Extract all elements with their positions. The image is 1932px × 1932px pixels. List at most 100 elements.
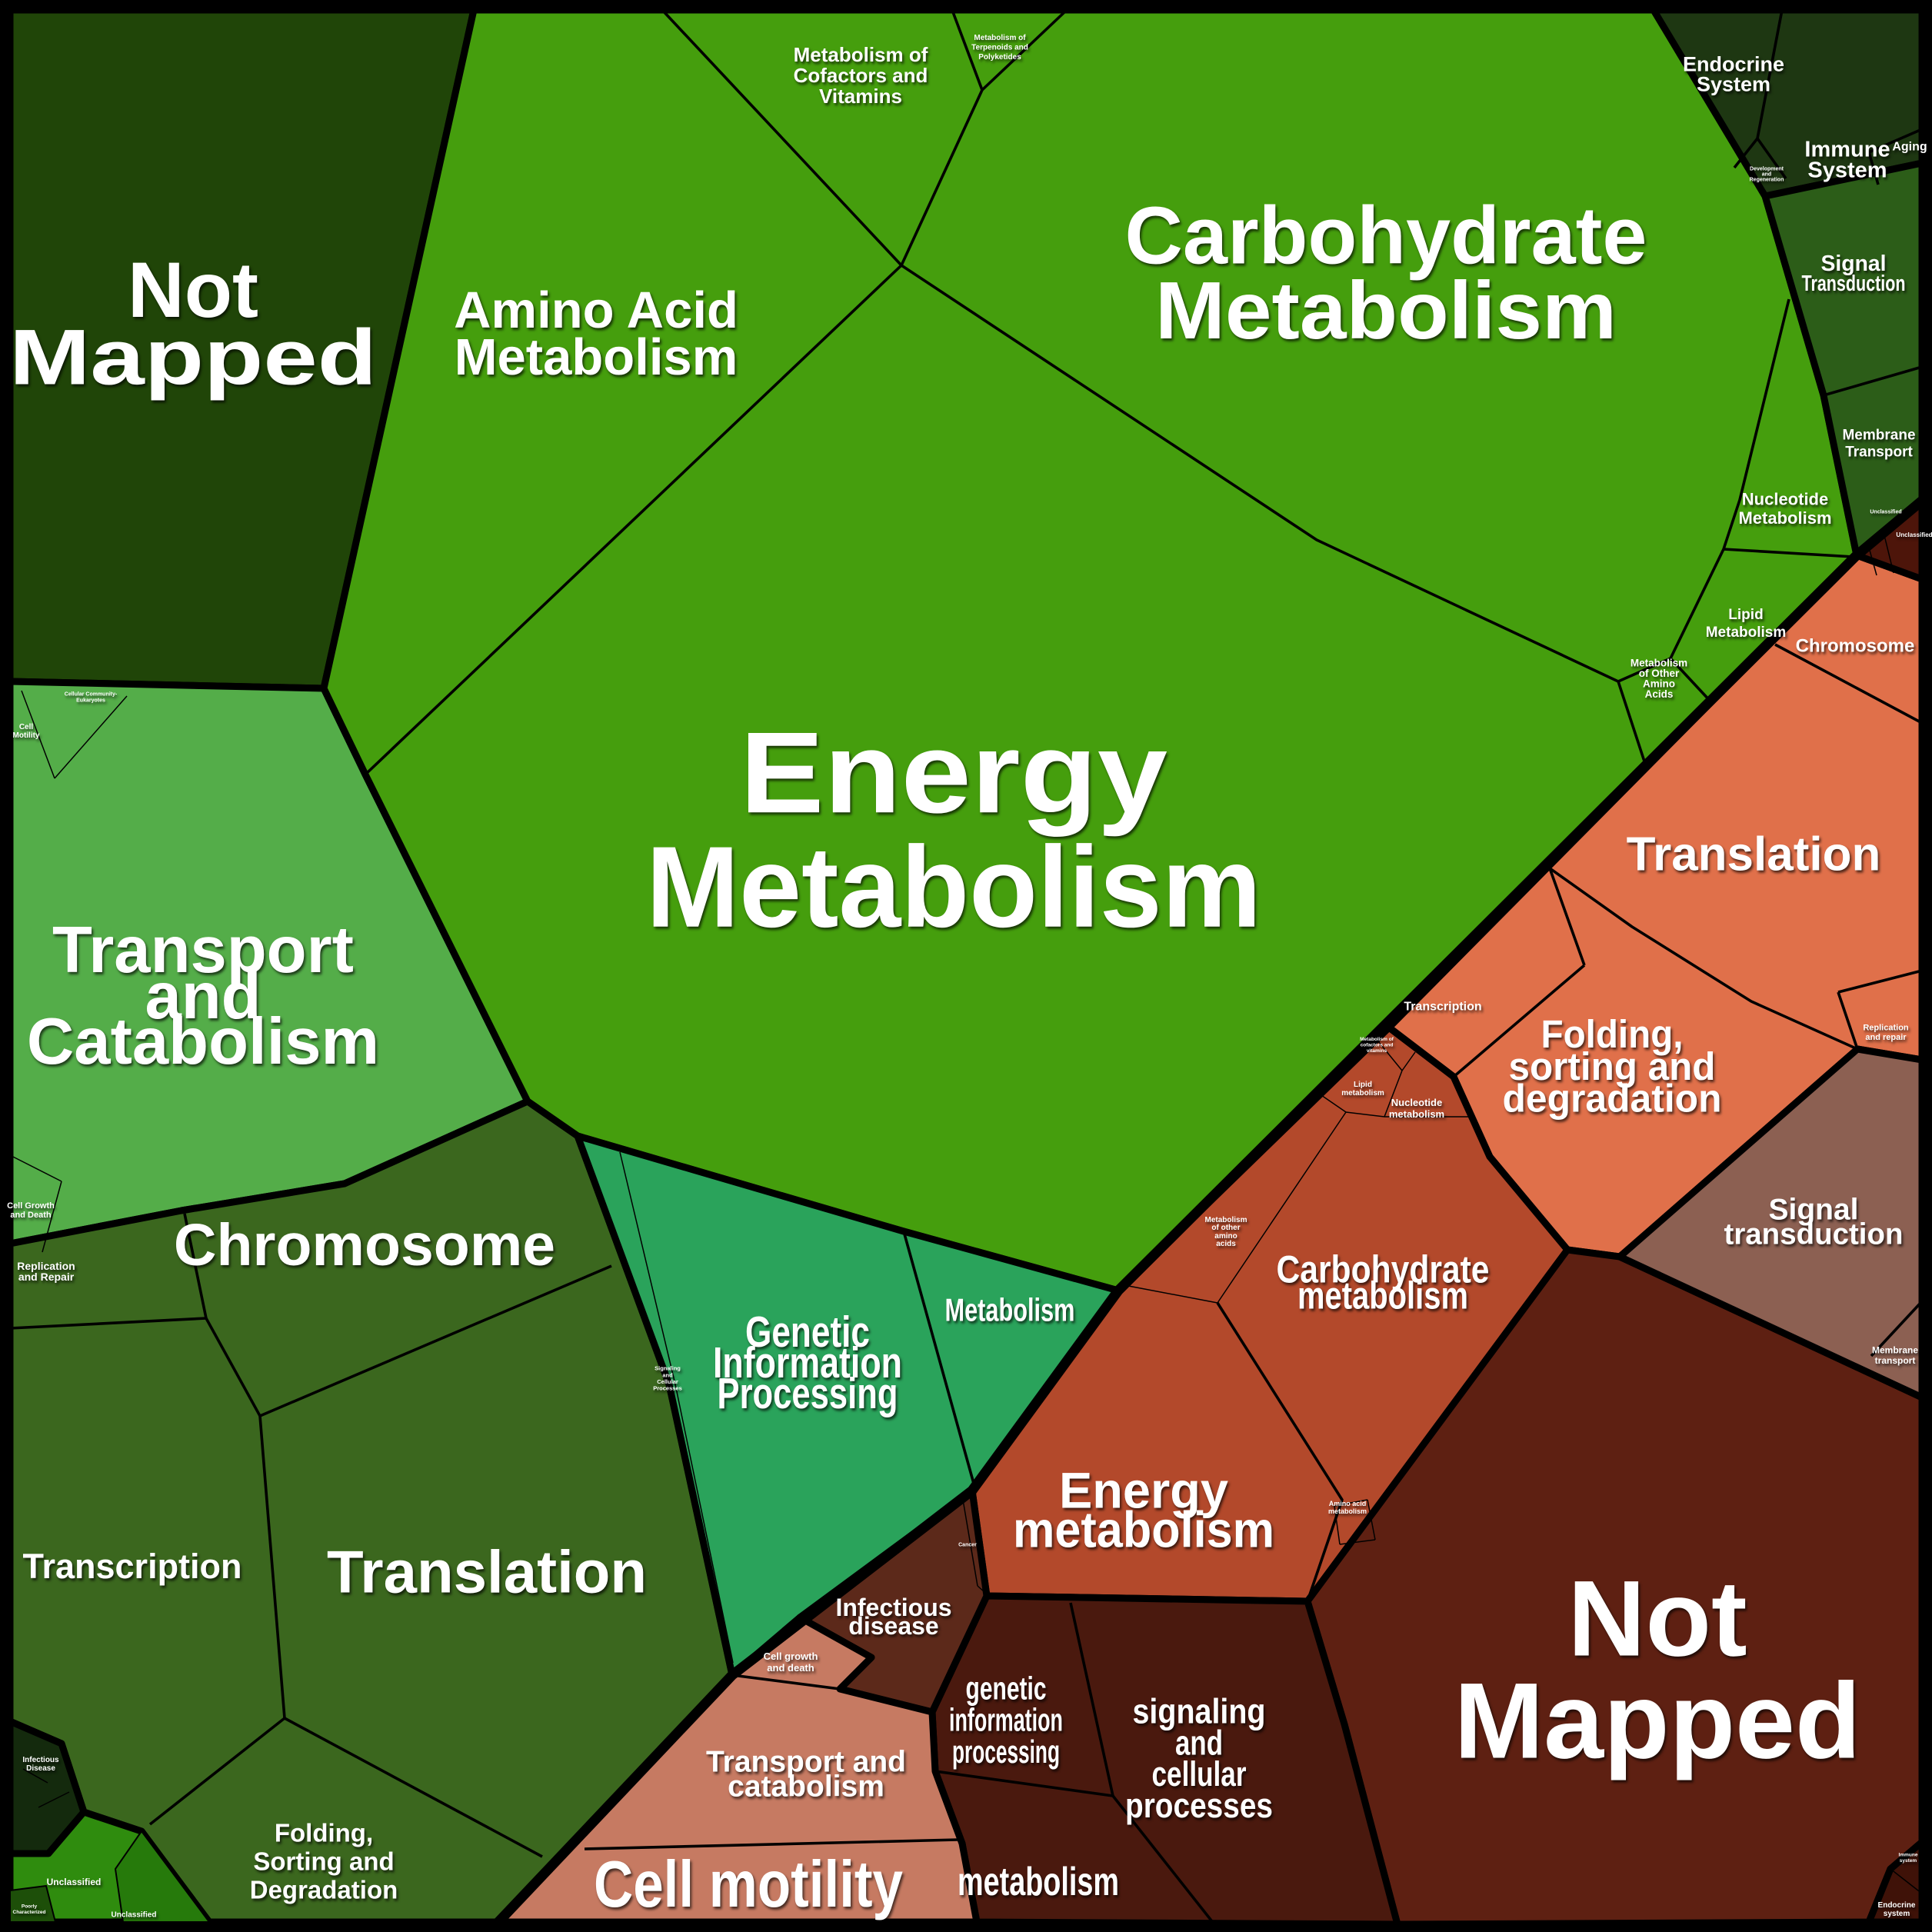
svg-text:Lipid: Lipid (1728, 607, 1763, 623)
svg-text:Metabolism of: Metabolism of (1360, 1037, 1394, 1042)
svg-text:Signal: Signal (1768, 1194, 1858, 1227)
svg-text:Cofactors and: Cofactors and (794, 64, 928, 87)
svg-text:of other: of other (1211, 1224, 1240, 1232)
svg-text:Replication: Replication (1863, 1024, 1909, 1033)
svg-text:Transport: Transport (1845, 445, 1913, 461)
svg-text:Membrane: Membrane (1872, 1344, 1918, 1355)
svg-text:system: system (1884, 1910, 1910, 1918)
svg-text:amino: amino (1214, 1232, 1237, 1241)
svg-text:transduction: transduction (1724, 1218, 1904, 1251)
svg-text:Characterized: Characterized (13, 1910, 46, 1915)
svg-text:and Death: and Death (10, 1211, 51, 1220)
svg-text:metabolism: metabolism (1013, 1501, 1274, 1558)
svg-text:Cell: Cell (19, 723, 34, 731)
svg-text:Chromosome: Chromosome (174, 1212, 555, 1278)
svg-text:Amino Acid: Amino Acid (454, 281, 738, 339)
svg-text:Membrane: Membrane (1842, 428, 1915, 444)
svg-text:Signaling: Signaling (655, 1365, 681, 1372)
svg-text:Mapped: Mapped (9, 314, 377, 401)
svg-text:Metabolism: Metabolism (1738, 508, 1831, 528)
svg-text:Terpenoids and: Terpenoids and (971, 44, 1028, 52)
svg-text:Metabolism: Metabolism (1204, 1216, 1247, 1224)
svg-text:degradation: degradation (1503, 1077, 1722, 1121)
svg-text:signaling: signaling (1133, 1691, 1266, 1730)
svg-text:Acids: Acids (1645, 688, 1674, 700)
svg-text:cofactors and: cofactors and (1361, 1042, 1394, 1048)
svg-text:Nucleotide: Nucleotide (1391, 1097, 1442, 1108)
svg-text:and: and (1762, 172, 1771, 177)
svg-text:Polyketides: Polyketides (978, 53, 1021, 62)
svg-text:vitamins: vitamins (1367, 1048, 1387, 1054)
svg-text:Mapped: Mapped (1454, 1661, 1861, 1781)
svg-text:catabolism: catabolism (728, 1770, 884, 1804)
svg-text:transport: transport (1875, 1355, 1916, 1366)
svg-text:Infectious: Infectious (835, 1594, 951, 1621)
svg-text:Metabolism of: Metabolism of (794, 43, 928, 66)
svg-text:Lipid: Lipid (1354, 1081, 1372, 1089)
svg-text:Folding,: Folding, (275, 1819, 373, 1847)
svg-text:metabolism: metabolism (1389, 1108, 1444, 1120)
svg-text:Signal: Signal (1821, 251, 1887, 276)
svg-text:processing: processing (952, 1734, 1060, 1770)
svg-text:Translation: Translation (327, 1537, 647, 1605)
svg-text:Metabolism: Metabolism (1155, 265, 1617, 356)
svg-text:Translation: Translation (1627, 828, 1881, 881)
svg-text:Chromosome: Chromosome (1796, 635, 1915, 656)
svg-text:sorting and: sorting and (1509, 1044, 1716, 1088)
svg-text:metabolism: metabolism (1328, 1507, 1367, 1515)
svg-text:Metabolism: Metabolism (646, 822, 1261, 951)
svg-text:processes: processes (1125, 1786, 1273, 1825)
svg-text:and: and (145, 960, 261, 1033)
svg-text:Genetic: Genetic (745, 1307, 870, 1357)
svg-text:System: System (1697, 72, 1770, 95)
svg-text:Folding,: Folding, (1541, 1012, 1684, 1056)
svg-text:Transcription: Transcription (1404, 1001, 1481, 1014)
svg-text:and: and (1175, 1723, 1223, 1762)
svg-text:metabolism: metabolism (1341, 1089, 1384, 1098)
svg-text:Metabolism: Metabolism (455, 328, 738, 386)
svg-text:Unclassified: Unclassified (47, 1877, 102, 1887)
svg-text:Unclassified: Unclassified (1870, 510, 1901, 515)
svg-text:Amino acid: Amino acid (1329, 1500, 1367, 1507)
svg-text:Vitamins: Vitamins (819, 85, 902, 108)
svg-text:Energy: Energy (1059, 1462, 1228, 1519)
svg-text:Not: Not (128, 246, 258, 334)
svg-text:metabolism: metabolism (1297, 1274, 1468, 1317)
svg-text:Not: Not (1567, 1558, 1747, 1679)
svg-text:Metabolism: Metabolism (1631, 658, 1687, 669)
svg-text:Carbohydrate: Carbohydrate (1277, 1248, 1490, 1291)
svg-text:Cancer: Cancer (958, 1543, 977, 1548)
svg-text:Cell Growth: Cell Growth (7, 1201, 55, 1211)
svg-text:Sorting and: Sorting and (253, 1847, 394, 1876)
svg-text:Poorly: Poorly (22, 1904, 38, 1910)
svg-text:Endocrine: Endocrine (1683, 53, 1784, 76)
svg-text:metabolism: metabolism (958, 1860, 1119, 1904)
svg-text:disease: disease (848, 1612, 938, 1640)
svg-text:Disease: Disease (26, 1764, 55, 1773)
svg-text:Aging: Aging (1892, 141, 1927, 154)
svg-text:Endocrine: Endocrine (1878, 1901, 1916, 1910)
svg-text:Energy: Energy (740, 708, 1168, 837)
svg-text:Transport: Transport (52, 914, 354, 987)
svg-text:Degradation: Degradation (250, 1876, 398, 1904)
svg-text:Cellular Community-: Cellular Community- (65, 691, 118, 697)
svg-text:Metabolism: Metabolism (1706, 625, 1787, 641)
svg-text:Information: Information (713, 1338, 902, 1387)
svg-text:acids: acids (1216, 1240, 1236, 1248)
svg-text:Processing: Processing (718, 1369, 898, 1418)
svg-text:and Repair: and Repair (18, 1271, 75, 1283)
svg-text:Infectious: Infectious (22, 1756, 59, 1764)
svg-text:Transduction: Transduction (1802, 271, 1906, 296)
svg-text:Replication: Replication (17, 1260, 75, 1272)
svg-text:Amino: Amino (1643, 678, 1675, 690)
svg-text:and repair: and repair (1865, 1033, 1907, 1042)
svg-text:Metabolism: Metabolism (945, 1292, 1075, 1328)
svg-text:Regeneration: Regeneration (1750, 177, 1784, 182)
svg-text:Metabolism of: Metabolism of (974, 34, 1026, 42)
svg-text:Immune: Immune (1804, 138, 1890, 162)
svg-text:Unclassified: Unclassified (1896, 531, 1932, 538)
svg-text:Cell motility: Cell motility (594, 1848, 903, 1921)
svg-text:of Other: of Other (1639, 668, 1680, 679)
svg-text:Transcription: Transcription (22, 1547, 242, 1586)
svg-text:Cellular: Cellular (657, 1378, 678, 1385)
